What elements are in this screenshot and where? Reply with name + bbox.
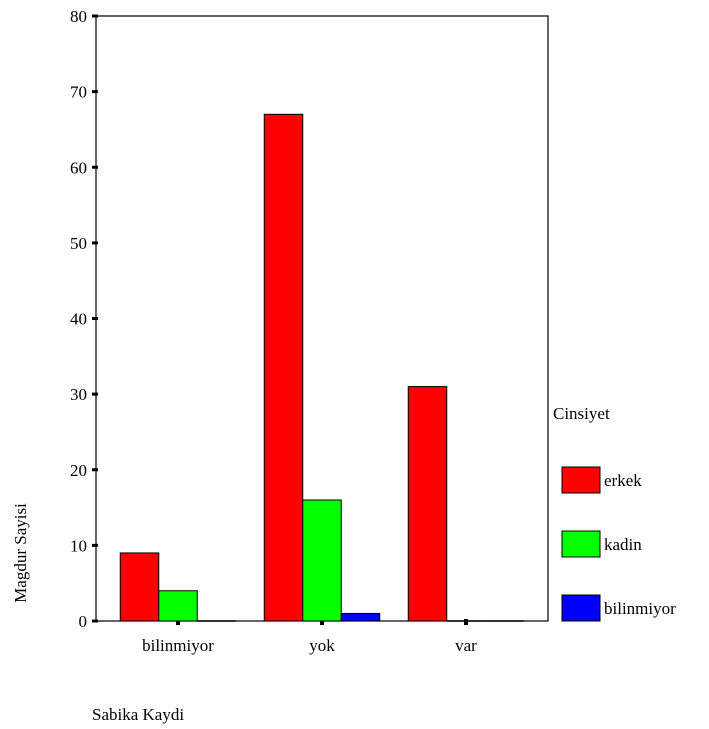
y-tick-mark	[92, 14, 98, 18]
x-tick-mark	[176, 619, 180, 625]
legend-swatch	[561, 530, 601, 558]
y-axis: 0 10 20 30 40 50 60 70 80	[70, 7, 98, 631]
x-tick-label: yok	[309, 636, 335, 655]
legend-label: erkek	[604, 471, 642, 490]
x-axis: bilinmiyor yok var	[142, 619, 477, 655]
bar	[407, 386, 448, 622]
y-tick-label: 70	[70, 83, 87, 102]
y-tick-label: 30	[70, 385, 87, 404]
legend-label: kadin	[604, 535, 642, 554]
y-tick-mark	[92, 90, 98, 94]
y-axis-title: Magdur Sayisi	[11, 503, 30, 603]
y-tick-mark	[92, 468, 98, 472]
bars	[119, 113, 524, 622]
x-tick-label: bilinmiyor	[142, 636, 214, 655]
bar	[158, 590, 198, 622]
y-tick-label: 0	[79, 612, 88, 631]
y-tick-label: 50	[70, 234, 87, 253]
bar	[302, 499, 342, 622]
y-tick-mark	[92, 317, 98, 320]
bar	[340, 612, 381, 622]
y-tick-mark	[92, 241, 98, 245]
legend-swatch	[561, 594, 601, 622]
legend: Cinsiyet erkek kadin bilinmiyor	[553, 404, 676, 622]
bar	[263, 113, 304, 622]
x-tick-mark	[320, 619, 324, 625]
y-tick-mark	[92, 165, 98, 169]
legend-swatch	[561, 466, 601, 494]
bar	[119, 552, 160, 622]
y-tick-mark	[92, 543, 98, 547]
y-tick-label: 10	[70, 536, 87, 555]
x-axis-title: Sabika Kaydi	[92, 705, 184, 724]
y-tick-mark	[92, 619, 98, 623]
x-tick-label: var	[455, 636, 477, 655]
y-tick-label: 40	[70, 310, 87, 329]
legend-label: bilinmiyor	[604, 599, 676, 618]
y-tick-label: 80	[70, 7, 87, 26]
x-tick-mark	[464, 619, 468, 625]
y-tick-label: 60	[70, 158, 87, 177]
y-tick-mark	[92, 392, 98, 396]
y-tick-label: 20	[70, 461, 87, 480]
legend-title: Cinsiyet	[553, 404, 610, 423]
